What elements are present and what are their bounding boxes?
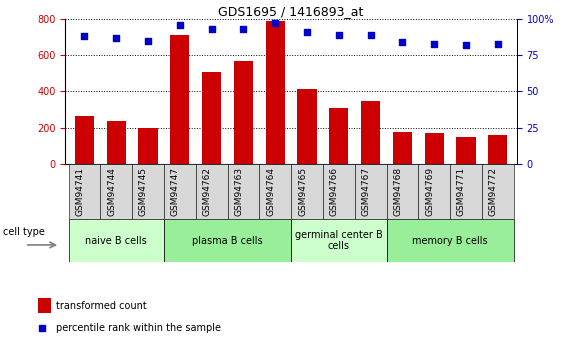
Text: GSM94767: GSM94767 bbox=[362, 167, 370, 216]
Bar bbox=[196, 164, 228, 219]
Bar bbox=[450, 164, 482, 219]
Bar bbox=[386, 164, 418, 219]
Text: GSM94741: GSM94741 bbox=[76, 167, 85, 216]
Bar bbox=[298, 89, 316, 164]
Bar bbox=[69, 164, 101, 219]
Point bbox=[176, 22, 185, 28]
Text: GSM94762: GSM94762 bbox=[203, 167, 212, 216]
Bar bbox=[139, 128, 157, 164]
Point bbox=[334, 32, 343, 38]
Text: GSM94769: GSM94769 bbox=[425, 167, 434, 216]
Text: GSM94768: GSM94768 bbox=[394, 167, 402, 216]
Text: GSM94745: GSM94745 bbox=[139, 167, 148, 216]
Text: GSM94763: GSM94763 bbox=[235, 167, 244, 216]
Bar bbox=[132, 164, 164, 219]
Bar bbox=[202, 71, 221, 164]
Text: plasma B cells: plasma B cells bbox=[192, 236, 263, 246]
Text: GSM94764: GSM94764 bbox=[266, 167, 275, 216]
Text: GSM94744: GSM94744 bbox=[107, 167, 116, 216]
Text: transformed count: transformed count bbox=[56, 301, 147, 311]
Point bbox=[271, 21, 280, 26]
Bar bbox=[425, 133, 444, 164]
Bar bbox=[323, 164, 354, 219]
Bar bbox=[393, 132, 412, 164]
Point bbox=[429, 41, 438, 46]
Bar bbox=[418, 164, 450, 219]
Bar bbox=[329, 108, 348, 164]
Bar bbox=[228, 164, 260, 219]
Bar bbox=[488, 135, 507, 164]
Point bbox=[302, 29, 311, 35]
Bar bbox=[260, 164, 291, 219]
Bar bbox=[69, 219, 164, 262]
Bar bbox=[291, 219, 386, 262]
Text: percentile rank within the sample: percentile rank within the sample bbox=[56, 323, 221, 333]
Bar bbox=[457, 137, 475, 164]
Point bbox=[80, 33, 89, 39]
Title: GDS1695 / 1416893_at: GDS1695 / 1416893_at bbox=[219, 5, 364, 18]
Bar bbox=[75, 116, 94, 164]
Bar bbox=[266, 21, 285, 164]
Bar bbox=[234, 61, 253, 164]
Point bbox=[207, 26, 216, 32]
Point bbox=[461, 42, 470, 48]
Point bbox=[398, 39, 407, 45]
Text: GSM94766: GSM94766 bbox=[330, 167, 339, 216]
Text: memory B cells: memory B cells bbox=[412, 236, 488, 246]
Bar bbox=[38, 298, 51, 313]
Point bbox=[493, 41, 502, 46]
Text: germinal center B
cells: germinal center B cells bbox=[295, 230, 383, 252]
Point bbox=[112, 35, 121, 41]
Text: GSM94772: GSM94772 bbox=[489, 167, 498, 216]
Text: cell type: cell type bbox=[3, 227, 45, 237]
Bar bbox=[361, 101, 380, 164]
Text: GSM94771: GSM94771 bbox=[457, 167, 466, 216]
Bar bbox=[101, 164, 132, 219]
Bar bbox=[170, 35, 189, 164]
Bar bbox=[164, 164, 196, 219]
Text: GSM94765: GSM94765 bbox=[298, 167, 307, 216]
Text: GSM94747: GSM94747 bbox=[171, 167, 180, 216]
Point bbox=[144, 38, 153, 43]
Bar bbox=[291, 164, 323, 219]
Bar bbox=[386, 219, 513, 262]
Bar bbox=[164, 219, 291, 262]
Text: naive B cells: naive B cells bbox=[85, 236, 147, 246]
Bar bbox=[482, 164, 513, 219]
Bar bbox=[107, 121, 126, 164]
Point bbox=[366, 32, 375, 38]
Point bbox=[239, 26, 248, 32]
Bar bbox=[354, 164, 386, 219]
